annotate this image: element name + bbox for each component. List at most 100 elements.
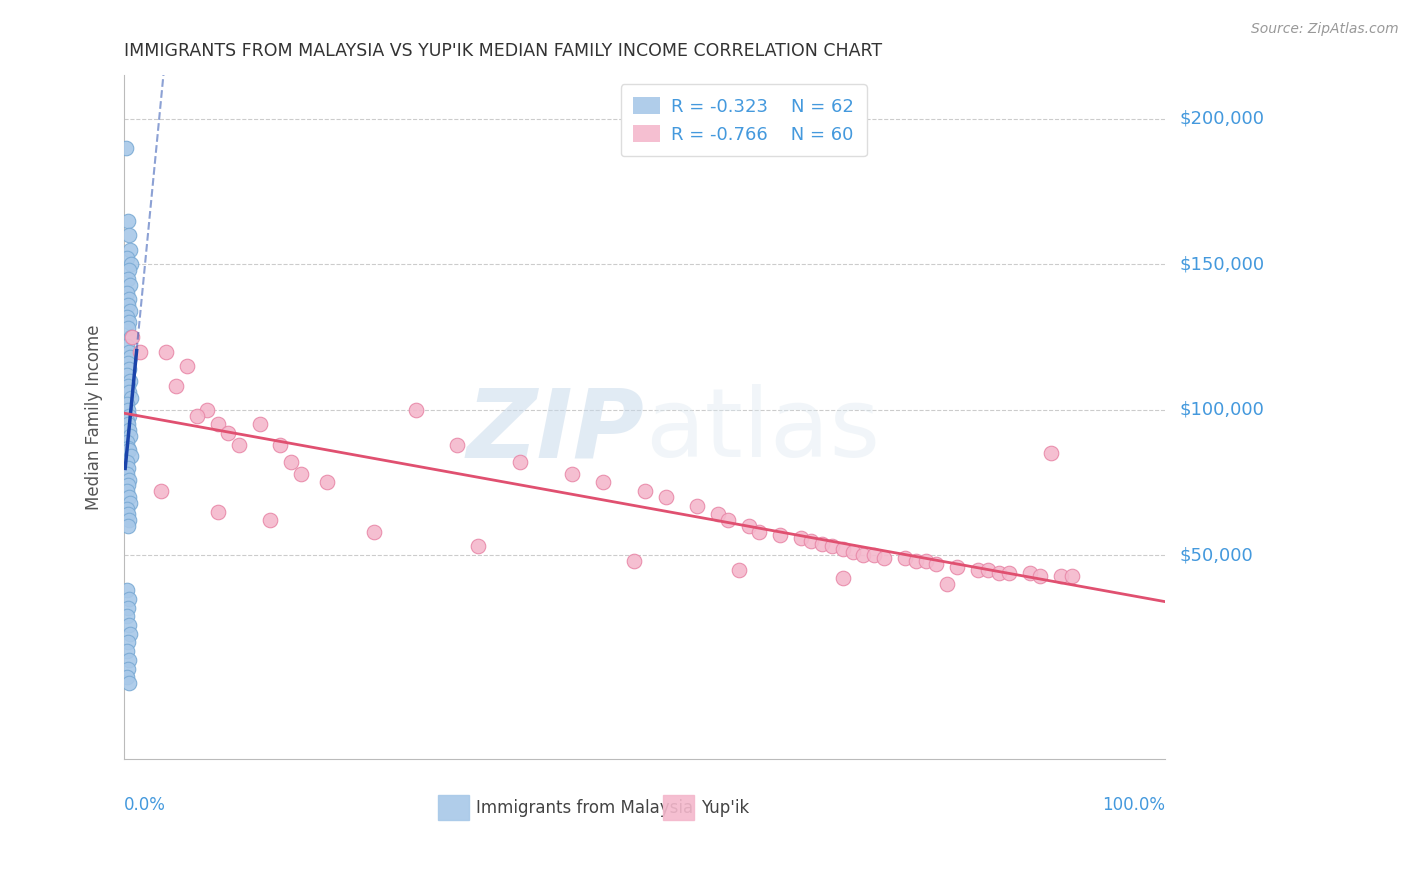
Point (831, 571, 853, 585)
Text: IMMIGRANTS FROM MALAYSIA VS YUP'IK MEDIAN FAMILY INCOME CORRELATION CHART: IMMIGRANTS FROM MALAYSIA VS YUP'IK MEDIA… (124, 42, 882, 60)
Point (467, 540, 489, 554)
Point (117, 310, 139, 324)
Point (748, 524, 770, 539)
Point (316, 475, 339, 490)
Point (165, 379, 187, 393)
Point (120, 277, 142, 292)
Point (118, 676, 141, 690)
Point (121, 330, 143, 344)
Point (987, 566, 1010, 580)
Point (117, 397, 139, 411)
Point (706, 508, 728, 522)
Point (120, 496, 142, 510)
Point (717, 513, 740, 527)
Point (120, 351, 142, 365)
Point (118, 344, 141, 359)
Point (842, 545, 865, 559)
Point (128, 344, 150, 359)
Point (863, 548, 886, 562)
Point (228, 437, 250, 451)
Point (197, 402, 219, 417)
Point (280, 455, 302, 469)
Point (904, 554, 927, 568)
Point (894, 551, 917, 566)
Point (120, 243, 142, 257)
Point (120, 626, 142, 640)
Point (363, 524, 385, 539)
Point (269, 437, 291, 451)
Point (686, 499, 709, 513)
Point (118, 292, 141, 306)
Point (117, 519, 139, 533)
Point (790, 531, 813, 545)
Point (117, 356, 139, 370)
Point (634, 484, 657, 499)
Text: ZIP: ZIP (467, 384, 645, 477)
Point (117, 501, 139, 516)
Point (915, 554, 938, 568)
Point (120, 330, 142, 344)
Point (623, 554, 645, 568)
Point (120, 257, 142, 271)
Point (217, 425, 239, 440)
Point (118, 513, 141, 527)
Text: Source: ZipAtlas.com: Source: ZipAtlas.com (1251, 22, 1399, 37)
Point (120, 429, 142, 443)
Point (738, 519, 761, 533)
Point (117, 600, 139, 615)
Point (967, 563, 990, 577)
Point (118, 490, 141, 504)
Point (998, 566, 1021, 580)
Point (509, 455, 531, 469)
Point (259, 513, 281, 527)
Text: 100.0%: 100.0% (1102, 797, 1166, 814)
Text: $200,000: $200,000 (1180, 110, 1264, 128)
Point (120, 374, 142, 388)
Point (592, 475, 614, 490)
Point (120, 303, 142, 318)
Point (446, 437, 468, 451)
Point (727, 563, 749, 577)
Point (117, 272, 139, 286)
Point (117, 635, 139, 649)
Point (117, 414, 139, 428)
Point (117, 461, 139, 475)
Point (821, 540, 844, 554)
Point (1060, 568, 1083, 582)
Point (117, 252, 139, 266)
Point (117, 670, 139, 684)
Point (811, 536, 834, 550)
Point (117, 379, 139, 393)
Point (873, 551, 896, 566)
Point (654, 490, 676, 504)
Y-axis label: Median Family Income: Median Family Income (86, 325, 103, 509)
Point (186, 409, 208, 423)
Point (117, 441, 139, 455)
Text: $100,000: $100,000 (1180, 401, 1264, 418)
Point (249, 417, 271, 432)
Point (800, 533, 823, 548)
Point (117, 662, 139, 676)
Point (176, 359, 198, 373)
Point (117, 478, 139, 492)
Point (1019, 566, 1042, 580)
Point (118, 315, 141, 329)
Point (118, 385, 141, 400)
Point (207, 417, 229, 432)
Point (120, 391, 142, 405)
Point (117, 213, 139, 227)
Point (117, 339, 139, 353)
Text: $150,000: $150,000 (1180, 255, 1264, 273)
Point (115, 141, 138, 155)
Text: 0.0%: 0.0% (124, 797, 166, 814)
Point (117, 286, 139, 301)
Point (117, 455, 139, 469)
Point (118, 591, 141, 606)
Point (1050, 568, 1073, 582)
Point (120, 450, 142, 464)
Text: Immigrants from Malaysia: Immigrants from Malaysia (477, 799, 693, 817)
Point (117, 508, 139, 522)
Point (117, 368, 139, 382)
Point (405, 402, 427, 417)
Point (118, 618, 141, 632)
